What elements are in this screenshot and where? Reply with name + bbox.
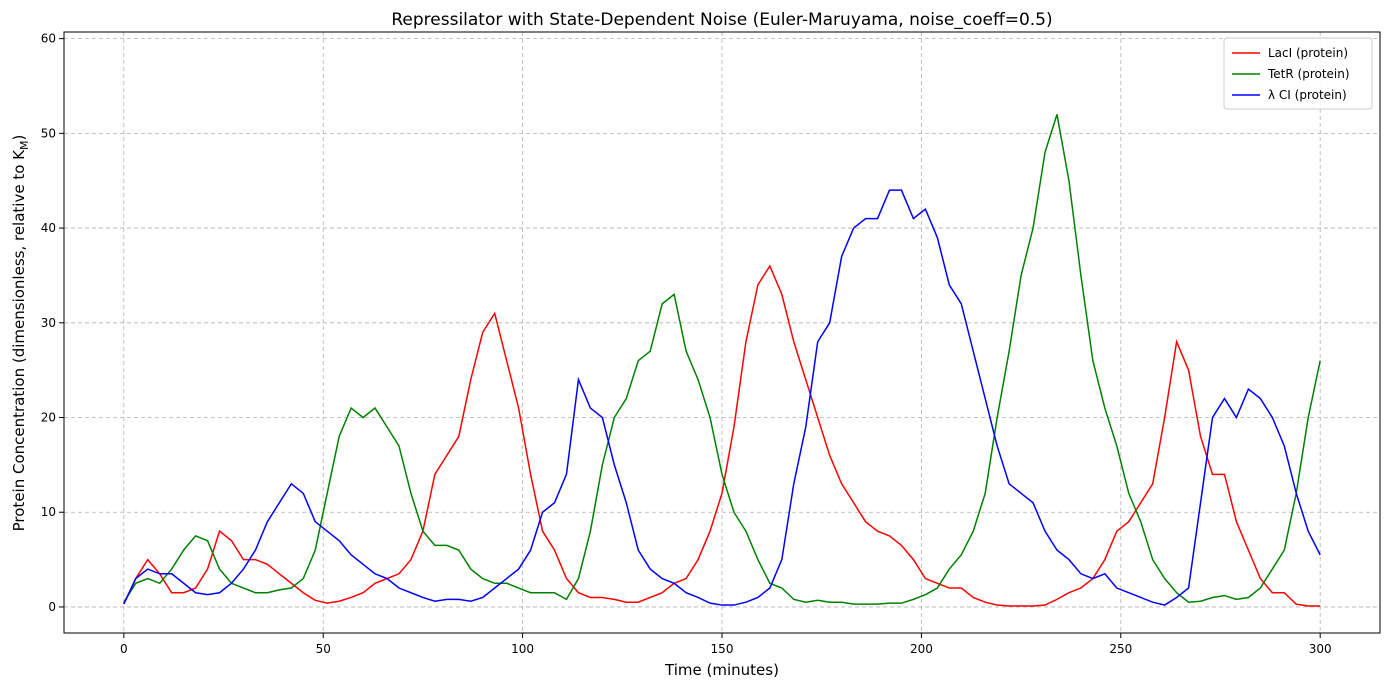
y-tick-label: 50 xyxy=(41,126,56,140)
y-axis-label-subscript: M xyxy=(18,141,31,151)
legend-label: TetR (protein) xyxy=(1267,67,1350,81)
series-line xyxy=(123,189,1321,606)
x-tick-label: 300 xyxy=(1309,642,1332,656)
x-tick-label: 0 xyxy=(120,642,128,656)
x-tick-label: 100 xyxy=(511,642,534,656)
legend: LacI (protein) TetR (protein) λ CI (protei… xyxy=(1223,37,1373,110)
x-tick-label: 250 xyxy=(1109,642,1132,656)
series-line xyxy=(123,114,1321,605)
y-axis-label: Protein Concentration (dimensionless, re… xyxy=(10,135,31,532)
y-axis-label-main: Protein Concentration (dimensionless, re… xyxy=(10,149,28,532)
y-axis-label-end: ) xyxy=(10,135,28,141)
plot-frame xyxy=(63,31,1381,634)
legend-label: LacI (protein) xyxy=(1268,46,1348,60)
legend-box xyxy=(1223,37,1373,110)
x-tick-label: 200 xyxy=(910,642,933,656)
y-tick-label: 40 xyxy=(41,221,56,235)
y-tick-label: 30 xyxy=(41,316,56,330)
x-tick-label: 50 xyxy=(316,642,331,656)
legend-label: λ CI (protein) xyxy=(1268,88,1347,102)
y-tick-label: 60 xyxy=(41,32,56,46)
y-tick-label: 10 xyxy=(41,505,56,519)
y-tick-label: 20 xyxy=(41,411,56,425)
x-tick-label: 150 xyxy=(711,642,734,656)
x-axis-label: Time (minutes) xyxy=(664,661,779,679)
chart-title: Repressilator with State-Dependent Noise… xyxy=(391,10,1052,30)
y-tick-label: 0 xyxy=(48,600,56,614)
series-line xyxy=(123,264,1321,607)
